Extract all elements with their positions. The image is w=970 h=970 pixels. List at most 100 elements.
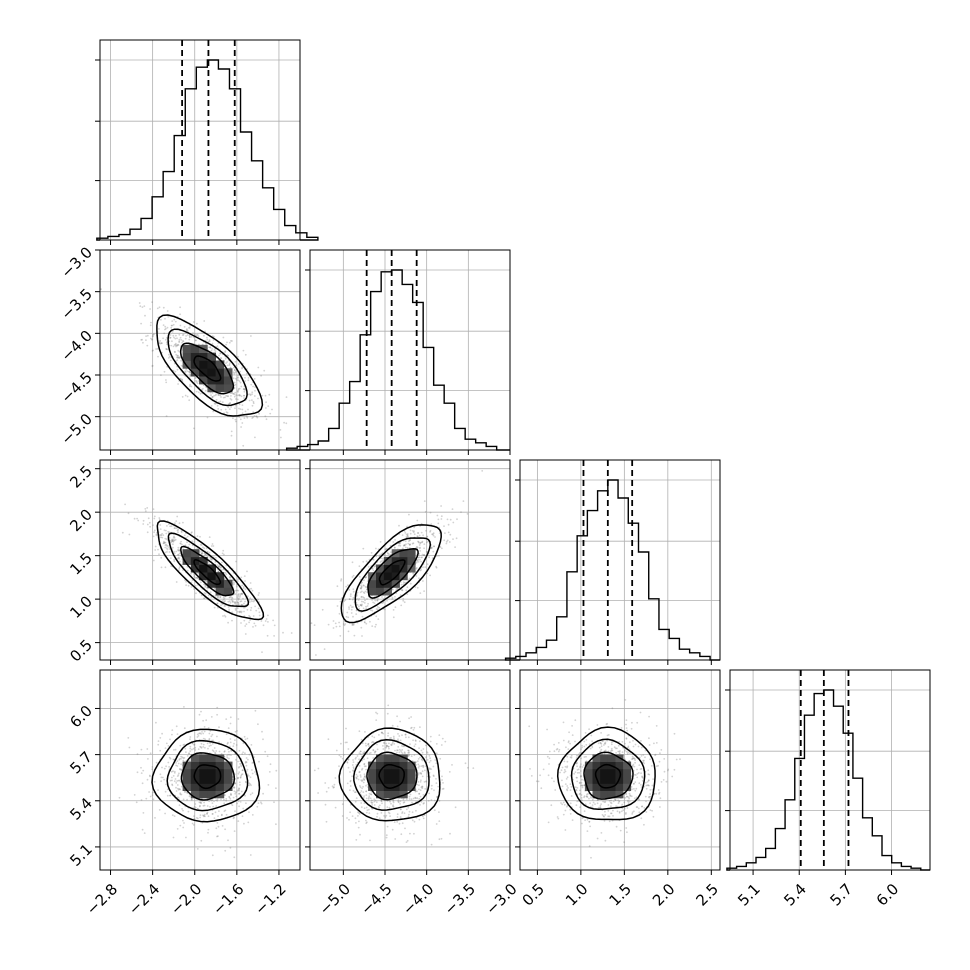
density-cell (383, 768, 392, 777)
sample-point (348, 589, 351, 591)
sample-point (173, 343, 176, 346)
sample-point (178, 788, 181, 790)
sample-point (213, 800, 215, 803)
sample-point (413, 526, 416, 529)
sample-point (376, 608, 379, 611)
sample-point (234, 607, 237, 610)
sample-point (420, 786, 423, 789)
sample-point (184, 394, 187, 397)
sample-point (387, 745, 390, 748)
sample-point (209, 742, 211, 744)
sample-point (266, 634, 269, 637)
sample-point (210, 596, 213, 598)
sample-point (223, 553, 225, 556)
sample-point (234, 601, 237, 604)
sample-point (341, 803, 344, 806)
sample-point (250, 744, 253, 746)
sample-point (347, 584, 349, 587)
sample-point (207, 340, 210, 343)
sample-point (430, 546, 433, 549)
sample-point (414, 740, 417, 742)
sample-point (395, 587, 398, 590)
sample-point (236, 390, 239, 392)
sample-point (248, 621, 251, 624)
sample-point (149, 775, 151, 778)
sample-point (209, 558, 212, 560)
sample-point (398, 748, 401, 751)
sample-point (235, 370, 237, 373)
sample-point (416, 546, 419, 549)
sample-point (352, 789, 355, 792)
sample-point (190, 572, 192, 575)
sample-point (440, 744, 443, 746)
sample-point (177, 383, 180, 385)
sample-point (445, 540, 448, 543)
sample-point (366, 757, 369, 760)
sample-point (611, 749, 614, 752)
sample-point (182, 757, 185, 760)
sample-point (407, 751, 410, 754)
sample-point (232, 417, 234, 420)
sample-point (175, 527, 178, 530)
sample-point (361, 767, 364, 770)
sample-point (178, 556, 180, 559)
sample-point (237, 391, 239, 393)
sample-point (174, 337, 177, 340)
sample-point (173, 749, 175, 751)
sample-point (168, 551, 171, 553)
sample-point (233, 742, 235, 745)
sample-point (358, 765, 361, 767)
sample-point (422, 748, 425, 750)
sample-point (357, 826, 360, 829)
sample-point (217, 565, 220, 568)
sample-point (440, 515, 443, 518)
contour-line (167, 328, 248, 407)
sample-point (402, 798, 405, 801)
sample-point (376, 815, 378, 818)
sample-point (177, 796, 180, 799)
sample-point (237, 363, 240, 365)
sample-point (235, 744, 238, 746)
density-cell (383, 556, 392, 565)
sample-point (613, 746, 616, 749)
sample-point (408, 751, 410, 754)
sample-point (211, 342, 214, 345)
sample-point (182, 809, 184, 812)
sample-point (589, 825, 591, 828)
sample-point (207, 831, 209, 834)
sample-point (410, 716, 412, 718)
sample-point (128, 533, 131, 536)
sample-point (454, 546, 456, 548)
sample-point (420, 779, 422, 782)
sample-point (402, 801, 405, 804)
sample-point (411, 801, 413, 804)
sample-point (248, 784, 251, 787)
sample-point (222, 396, 225, 399)
sample-point (401, 734, 403, 737)
sample-point (133, 794, 136, 796)
sample-point (179, 560, 181, 563)
sample-point (213, 394, 216, 397)
sample-point (344, 599, 347, 602)
sample-point (336, 605, 339, 607)
sample-point (404, 827, 406, 830)
sample-point (385, 742, 388, 745)
sample-point (402, 599, 405, 602)
sample-point (228, 757, 230, 760)
sample-point (363, 773, 366, 776)
sample-point (174, 522, 176, 525)
sample-point (385, 836, 388, 839)
sample-point (280, 436, 282, 439)
sample-point (392, 804, 394, 807)
sample-point (394, 606, 397, 609)
sample-point (225, 362, 227, 365)
sample-point (143, 305, 146, 307)
sample-point (422, 815, 424, 818)
sample-point (153, 531, 156, 534)
sample-point (246, 570, 248, 573)
sample-point (608, 799, 611, 802)
panel-frame (99, 459, 301, 661)
sample-point (376, 712, 379, 715)
sample-point (564, 829, 567, 831)
sample-point (227, 741, 229, 744)
